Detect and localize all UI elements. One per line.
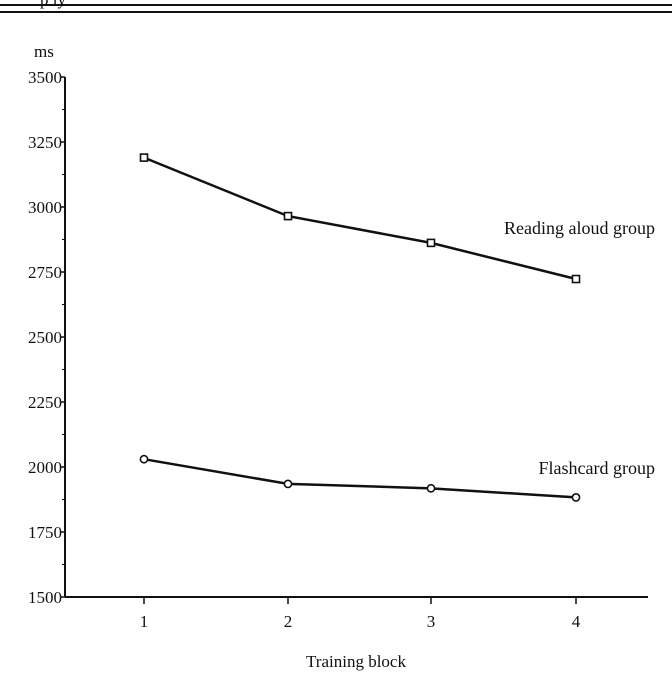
data-point-circle: [283, 479, 293, 489]
y-tick-label: 1500: [28, 588, 62, 607]
data-point-square: [571, 274, 581, 284]
data-point-square: [426, 238, 436, 248]
y-tick-label: 3000: [28, 198, 62, 217]
y-tick-label: 2250: [28, 393, 62, 412]
data-point-circle: [571, 493, 581, 502]
x-tick-label: 2: [284, 612, 293, 631]
y-axis-label: ms: [34, 42, 54, 61]
top-rule: [0, 4, 672, 6]
y-tick-label: 2750: [28, 263, 62, 282]
top-rule-second: [0, 11, 672, 13]
series-label: Flashcard group: [539, 458, 655, 478]
x-tick-label: 4: [572, 612, 581, 631]
x-axis-label: Training block: [306, 652, 406, 671]
data-point-square: [139, 153, 149, 162]
header-partial-text: p ly: [40, 0, 66, 10]
y-tick-label: 3500: [28, 68, 62, 87]
y-tick-label: 1750: [28, 523, 62, 542]
series-line: [143, 457, 577, 499]
y-tick-label: 3250: [28, 133, 62, 152]
data-point-square: [283, 211, 293, 221]
data-point-circle: [426, 483, 436, 493]
x-tick-label: 3: [427, 612, 436, 631]
series-label: Reading aloud group: [504, 218, 655, 238]
x-tick-label: 1: [140, 612, 149, 631]
y-tick-label: 2500: [28, 328, 62, 347]
data-point-circle: [139, 454, 149, 464]
series-line: [143, 156, 577, 281]
y-tick-label: 2000: [28, 458, 62, 477]
